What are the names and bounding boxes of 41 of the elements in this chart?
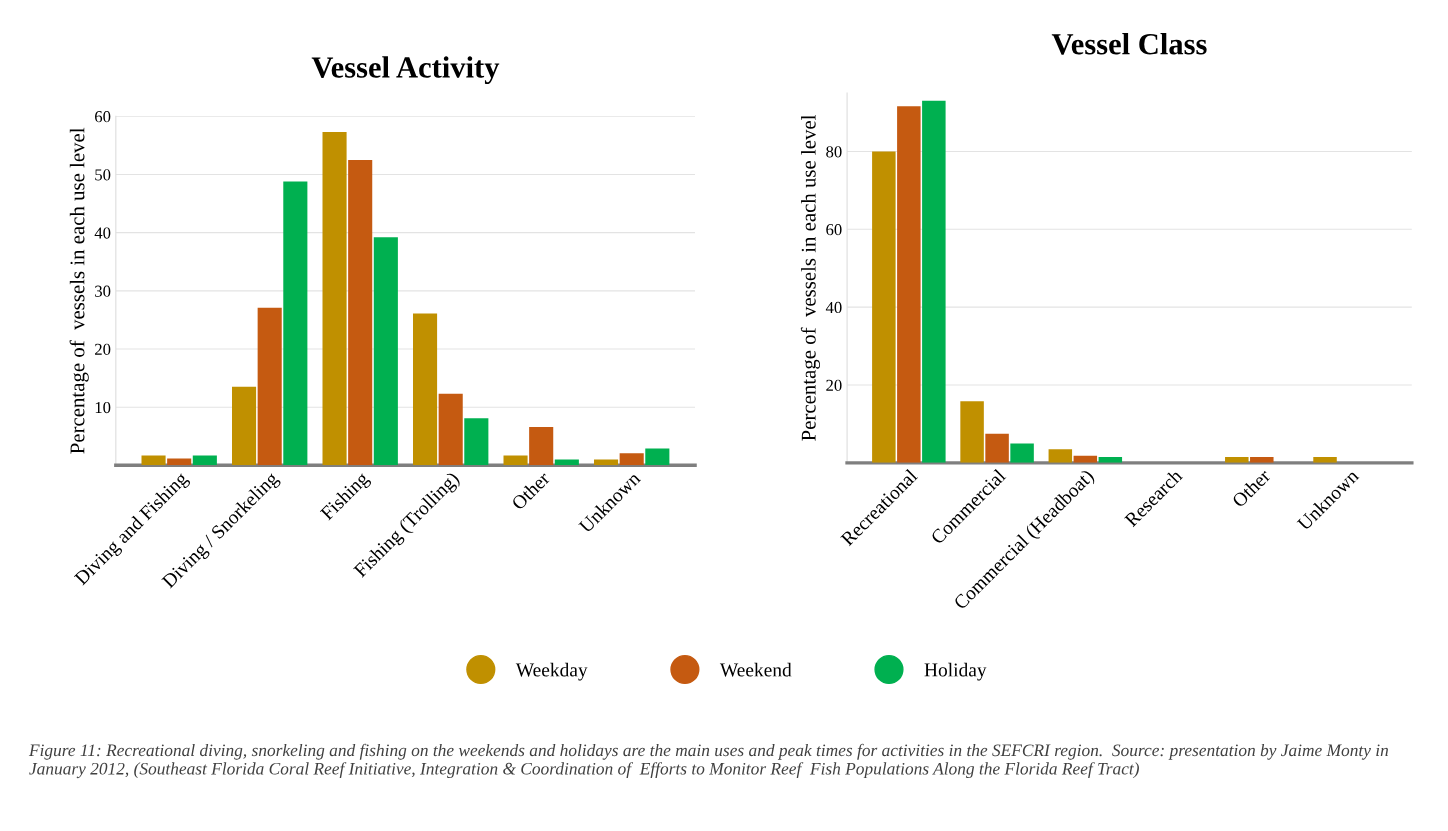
legend-label: Weekend <box>719 662 792 677</box>
y-tick-label: 60 <box>826 224 842 236</box>
bar <box>619 453 644 466</box>
bar <box>348 159 373 466</box>
y-tick-label: 20 <box>95 343 111 355</box>
y-axis-title: Percentage of vessels in each use level <box>800 114 820 441</box>
y-tick-label: 80 <box>826 146 842 158</box>
y-tick-label: 60 <box>95 111 111 123</box>
bar <box>645 448 670 466</box>
bar <box>897 106 921 463</box>
bar <box>464 418 489 466</box>
bar <box>141 455 166 466</box>
y-tick-label: 40 <box>94 227 111 239</box>
y-axis-title: Percentage of vessels in each use level <box>69 127 89 454</box>
bar <box>438 393 463 466</box>
chart-title: Vessel Class <box>1051 32 1207 55</box>
bar <box>167 458 192 466</box>
bar <box>283 181 308 466</box>
caption: Figure 11: Recreational diving, snorkeling and fishing on the weekends and holidays are the main uses and peak times for activities in the SEFCRI region. Source: presentation by Jaime Monty in January 2012, (Southeast Florida Coral Reef Initiative, Integration & Coordination of Efforts to Monitor Reef Fish Populations Along the Florida Reef Tract) <box>28 743 1389 779</box>
bar <box>1048 449 1073 463</box>
bar <box>322 132 347 466</box>
y-tick-label: 40 <box>825 301 842 314</box>
bar <box>985 433 1009 463</box>
bar <box>1010 443 1034 463</box>
bar <box>373 237 398 466</box>
y-tick-label: 10 <box>95 401 111 414</box>
y-tick-label: 20 <box>826 379 842 391</box>
y-tick-label: 50 <box>95 169 111 181</box>
bar <box>529 426 554 466</box>
bar <box>960 401 984 463</box>
bar <box>922 100 946 463</box>
legend-label: Holiday <box>924 662 987 681</box>
legend-label: Weekday <box>515 662 588 681</box>
bar <box>872 151 896 463</box>
bar <box>503 455 528 466</box>
bar <box>232 386 257 466</box>
bar <box>413 313 438 466</box>
y-tick-label: 30 <box>95 285 111 297</box>
bar <box>192 455 217 466</box>
bar <box>257 307 282 466</box>
chart-title: Vessel Activity <box>311 56 500 85</box>
